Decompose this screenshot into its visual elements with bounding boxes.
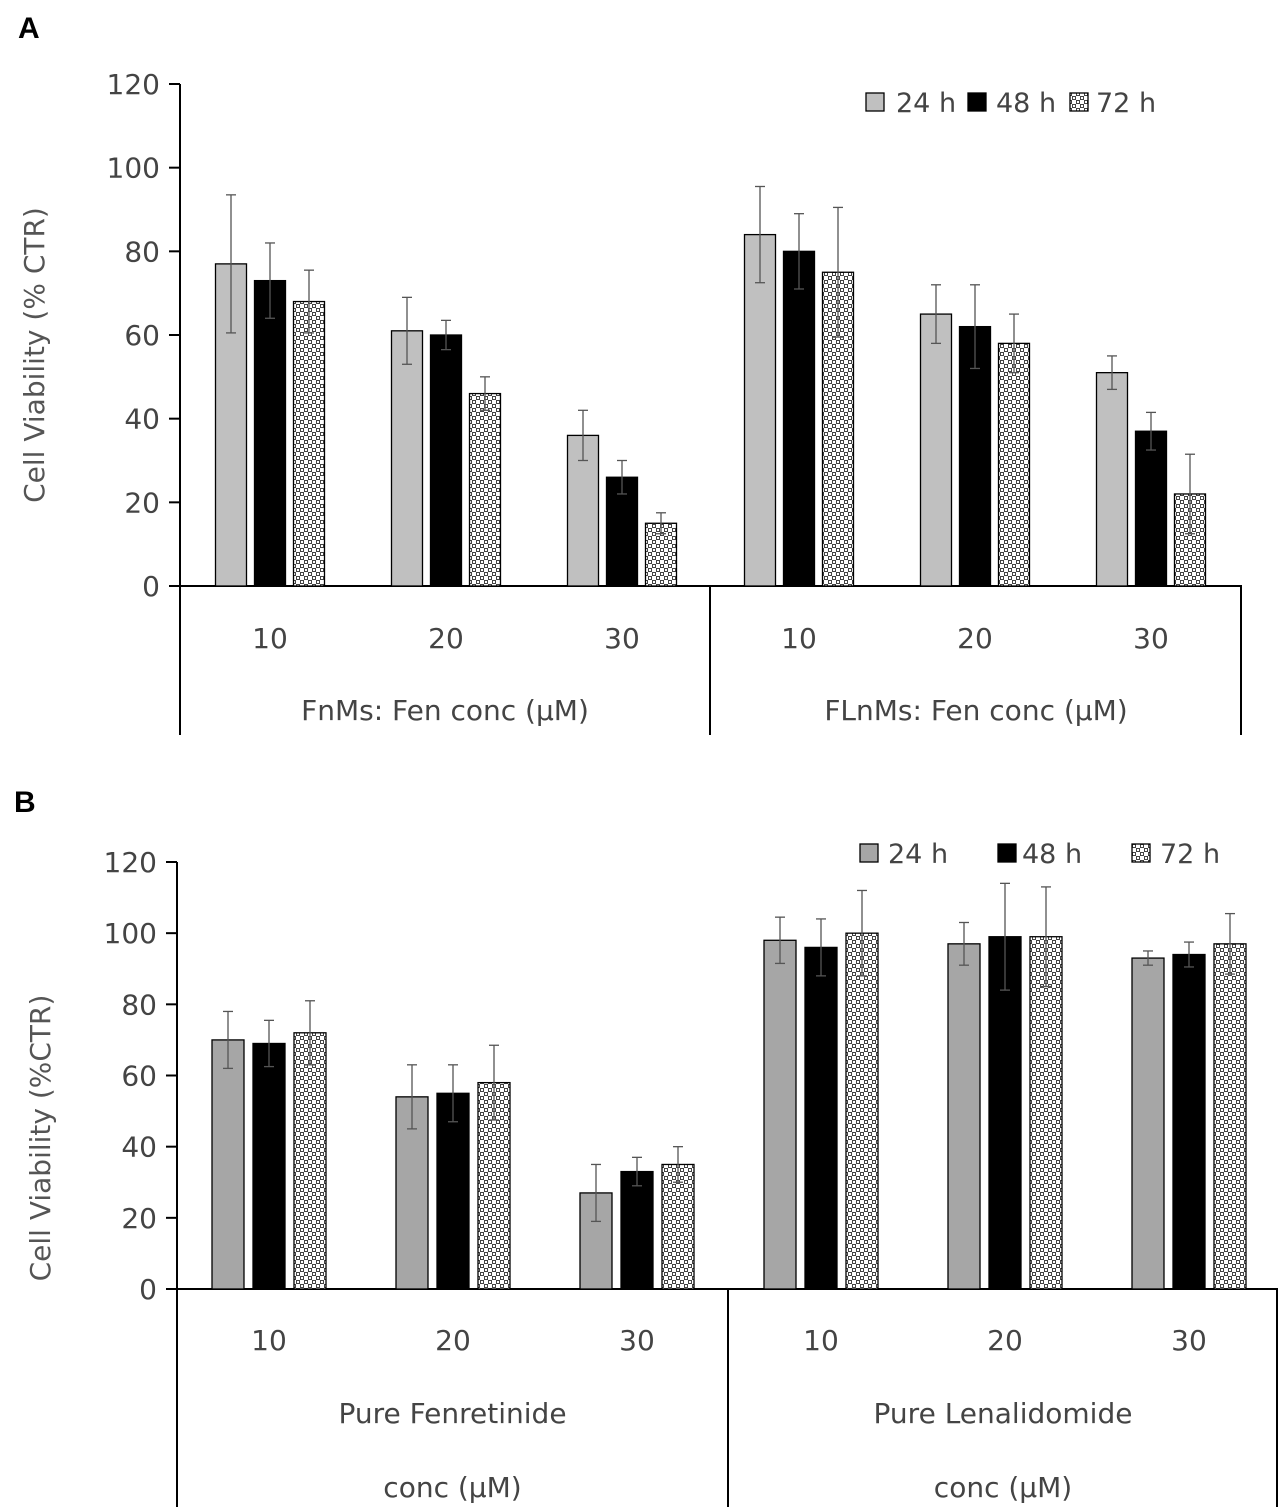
legend-label: 24 h (896, 88, 956, 119)
x-category-label: 20 (428, 622, 464, 655)
x-group-label: FnMs: Fen conc (μM) (301, 694, 589, 727)
y-axis-label: Cell Viability (%CTR) (24, 995, 57, 1282)
y-tick-label: 120 (107, 68, 160, 101)
legend-label: 72 h (1160, 839, 1220, 870)
y-tick-label: 0 (139, 1273, 157, 1306)
x-category-label: 20 (987, 1324, 1023, 1357)
y-tick-label: 40 (121, 1131, 157, 1164)
y-tick-label: 40 (124, 403, 160, 436)
y-tick-label: 20 (124, 486, 160, 519)
x-group-label: Pure Lenalidomide (874, 1397, 1133, 1430)
y-tick-label: 80 (124, 235, 160, 268)
x-category-label: 10 (252, 622, 288, 655)
bar-72h-6 (1213, 943, 1247, 1290)
legend-swatch-72h (1069, 92, 1089, 112)
x-group-label: conc (μM) (934, 1471, 1072, 1504)
legend-swatch-48h (967, 92, 987, 112)
x-category-label: 20 (957, 622, 993, 655)
bar-48h-5 (988, 936, 1022, 1290)
panel-label-b: B (14, 786, 36, 819)
x-group-label: conc (μM) (383, 1471, 521, 1504)
bar-72h-2 (468, 392, 502, 587)
x-category-label: 30 (1133, 622, 1169, 655)
y-tick-label: 20 (121, 1202, 157, 1235)
legend-swatch-72h (1131, 843, 1151, 863)
y-axis-label: Cell Viability (% CTR) (18, 207, 51, 503)
legend-swatch-48h (997, 843, 1017, 863)
x-category-label: 20 (435, 1324, 471, 1357)
bar-48h-6 (1172, 953, 1206, 1290)
x-group-label: FLnMs: Fen conc (μM) (824, 694, 1127, 727)
bar-72h-4 (845, 932, 879, 1290)
bar-72h-1 (292, 300, 326, 587)
bar-24h-5 (947, 943, 981, 1290)
legend-label: 72 h (1096, 88, 1156, 119)
bar-48h-6 (1134, 430, 1168, 587)
y-tick-label: 100 (104, 917, 157, 950)
bar-24h-5 (919, 313, 953, 587)
legend-swatch-24h (865, 92, 885, 112)
bar-24h-4 (763, 939, 797, 1290)
bar-72h-3 (661, 1163, 695, 1290)
y-tick-label: 60 (121, 1060, 157, 1093)
bar-48h-2 (429, 334, 463, 587)
x-category-label: 30 (604, 622, 640, 655)
bar-48h-1 (252, 1042, 286, 1290)
bar-72h-5 (1029, 936, 1063, 1290)
bar-24h-4 (743, 233, 777, 587)
y-tick-label: 100 (107, 152, 160, 185)
y-tick-label: 0 (142, 570, 160, 603)
x-category-label: 30 (1171, 1324, 1207, 1357)
bar-48h-1 (253, 279, 287, 587)
bar-48h-2 (436, 1092, 470, 1290)
bar-72h-5 (997, 342, 1031, 587)
legend-label: 48 h (1022, 839, 1082, 870)
chart-panel-a: 0 20 40 60 80 100 120 Cell Viability (% CTR) 10 2… (18, 68, 1242, 735)
legend-label: 24 h (888, 839, 948, 870)
y-tick-label: 120 (104, 846, 157, 879)
bar-48h-4 (782, 250, 816, 587)
bar-24h-6 (1095, 371, 1129, 587)
bar-24h-6 (1131, 957, 1165, 1290)
x-category-label: 10 (781, 622, 817, 655)
x-category-label: 30 (619, 1324, 655, 1357)
chart-panel-b: 0 20 40 60 80 100 120 Cell Viability (%CTR) 10 20… (24, 839, 1278, 1507)
bar-48h-3 (620, 1170, 654, 1290)
x-category-label: 10 (251, 1324, 287, 1357)
bar-24h-1 (211, 1039, 245, 1290)
bar-72h-1 (293, 1032, 327, 1290)
legend-swatch-24h (859, 843, 879, 863)
bar-48h-5 (958, 325, 992, 587)
bar-24h-2 (390, 330, 424, 587)
legend-label: 48 h (996, 88, 1056, 119)
bar-48h-3 (605, 476, 639, 587)
y-tick-label: 80 (121, 988, 157, 1021)
x-category-label: 10 (803, 1324, 839, 1357)
y-tick-label: 60 (124, 319, 160, 352)
bar-48h-4 (804, 946, 838, 1290)
panel-label-a: A (18, 12, 40, 45)
x-group-label: Pure Fenretinide (338, 1397, 566, 1430)
